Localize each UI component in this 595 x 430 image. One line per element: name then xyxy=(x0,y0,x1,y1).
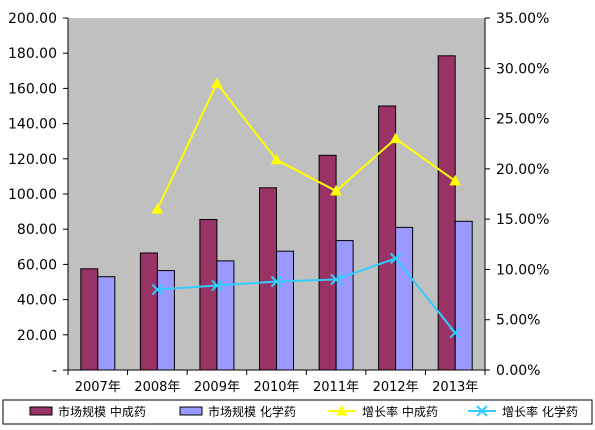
growth-point-chem-5 xyxy=(449,327,461,339)
bar-tcm-2 xyxy=(199,219,218,371)
right-tick-label-3: 15.00% xyxy=(496,212,549,228)
growth-line-tcm xyxy=(156,81,456,210)
growth-point-tcm-2 xyxy=(270,153,283,165)
growth-point-tcm-1 xyxy=(211,77,223,88)
x-tick-label-0: 2007年 xyxy=(75,380,121,395)
growth-line-chem xyxy=(157,257,456,334)
right-tick-label-1: 5.00% xyxy=(496,313,540,329)
right-tick-label-6: 30.00% xyxy=(496,61,549,77)
legend-label-0: 市场规模 中成药 xyxy=(58,404,146,419)
bar-chem-2 xyxy=(216,260,235,371)
left-tick-label-5: 100.00 xyxy=(8,187,57,203)
bar-chem-1 xyxy=(156,270,175,371)
left-tick-label-3: 60.00 xyxy=(17,257,57,273)
legend-marker-2 xyxy=(336,404,348,416)
growth-point-tcm-3 xyxy=(330,184,342,196)
legend-label-3: 增长率 化学药 xyxy=(502,404,578,419)
left-tick-label-1: 20.00 xyxy=(17,328,57,344)
x-tick-label-5: 2012年 xyxy=(373,380,419,395)
right-tick-label-2: 10.00% xyxy=(496,262,549,278)
left-tick-label-4: 80.00 xyxy=(17,222,57,238)
x-tick-label-3: 2010年 xyxy=(253,380,299,395)
bar-chem-6 xyxy=(454,220,473,371)
x-tick-label-6: 2013年 xyxy=(432,380,478,395)
x-tick-label-4: 2011年 xyxy=(313,380,359,395)
growth-point-chem-4 xyxy=(389,252,402,265)
right-tick-label-7: 35.00% xyxy=(496,11,549,27)
left-tick-label-10: 200.00 xyxy=(8,11,57,27)
growth-point-chem-1 xyxy=(211,279,223,292)
right-tick-label-5: 25.00% xyxy=(496,112,549,128)
bar-tcm-1 xyxy=(139,252,158,371)
growth-point-chem-3 xyxy=(330,273,342,286)
right-tick-label-4: 20.00% xyxy=(496,162,549,178)
x-tick-label-2: 2009年 xyxy=(194,380,240,395)
left-tick-label-7: 140.00 xyxy=(8,117,57,133)
bar-chem-3 xyxy=(276,250,294,371)
bar-chem-5 xyxy=(395,226,414,371)
bar-chem-0 xyxy=(97,276,116,371)
right-tick-label-0: 0.00% xyxy=(496,363,540,379)
left-tick-label-8: 160.00 xyxy=(8,81,57,97)
x-tick-label-1: 2008年 xyxy=(134,380,180,395)
growth-point-chem-0 xyxy=(151,283,164,296)
left-tick-label-6: 120.00 xyxy=(8,152,57,168)
left-tick-label-9: 180.00 xyxy=(8,46,57,62)
left-tick-label-0: - xyxy=(52,363,57,379)
left-tick-label-2: 40.00 xyxy=(17,293,57,309)
growth-point-tcm-0 xyxy=(151,203,164,214)
legend-box xyxy=(2,399,593,425)
legend-swatch-0 xyxy=(29,406,53,416)
growth-point-chem-2 xyxy=(270,275,283,288)
legend-marker-3 xyxy=(476,405,488,417)
bar-tcm-0 xyxy=(80,268,99,371)
legend-label-1: 市场规模 化学药 xyxy=(208,404,296,419)
legend-label-2: 增长率 中成药 xyxy=(362,404,438,419)
bar-chem-4 xyxy=(335,240,354,371)
legend-swatch-1 xyxy=(179,406,203,416)
growth-point-tcm-5 xyxy=(449,174,462,186)
growth-point-tcm-4 xyxy=(389,132,402,144)
